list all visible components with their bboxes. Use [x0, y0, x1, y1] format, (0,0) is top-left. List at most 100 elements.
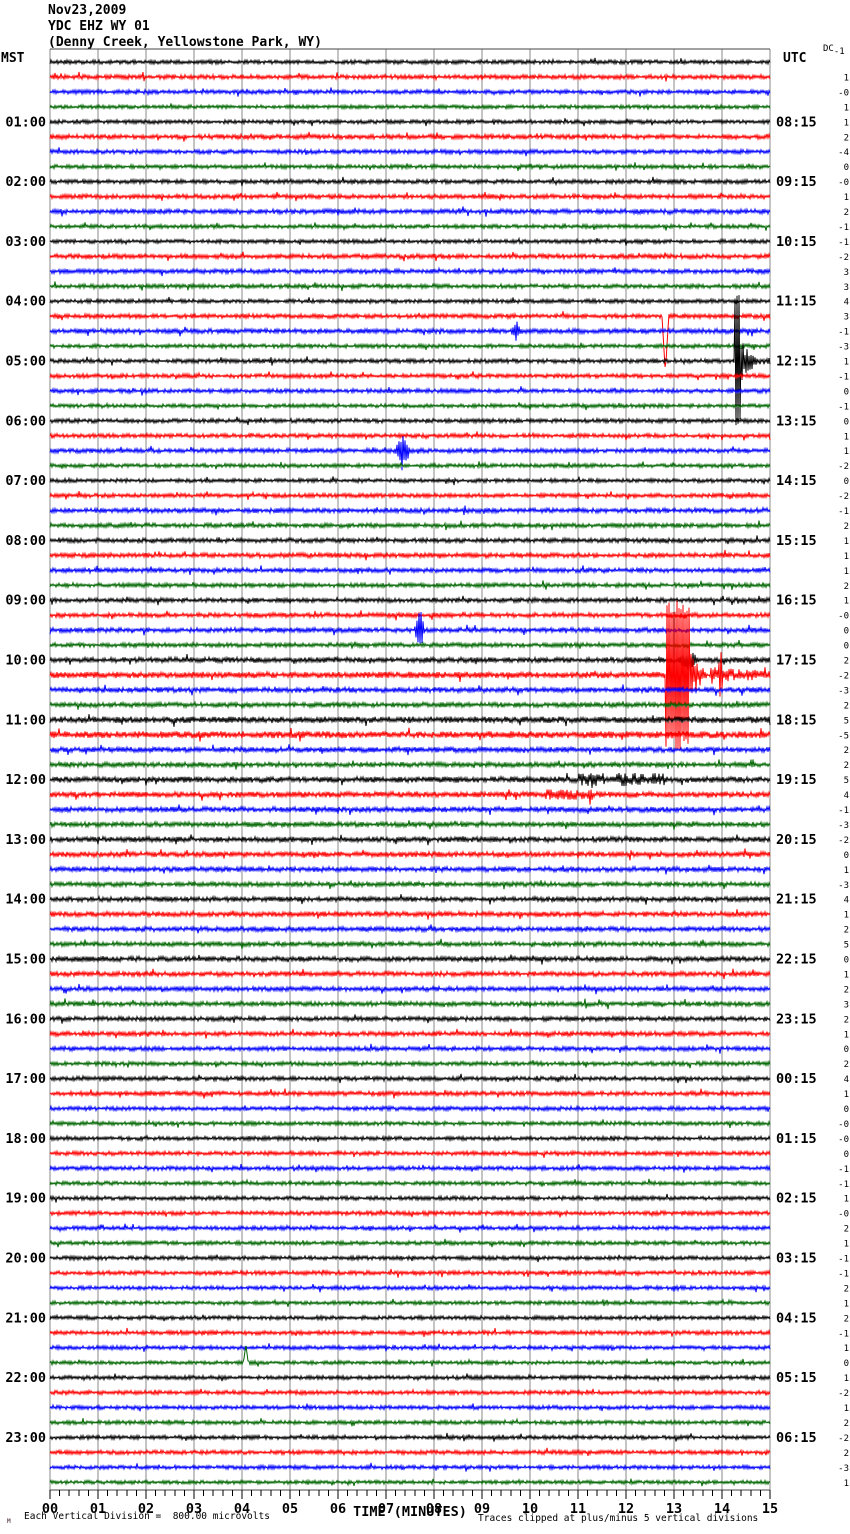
dc-offset-value: 4	[844, 1075, 849, 1085]
dc-offset-value: -2	[838, 253, 849, 263]
trace-line	[49, 804, 771, 816]
dc-offset-value: 1	[844, 358, 849, 368]
trace-line	[49, 311, 771, 368]
mst-hour-label: 19:00	[5, 1191, 46, 1207]
mst-hour-label: 03:00	[5, 234, 46, 250]
dc-offset-value: 1	[844, 1030, 849, 1040]
dc-offset-value: -0	[838, 1120, 849, 1130]
trace-line	[49, 1178, 771, 1188]
mst-hour-label: 10:00	[5, 653, 46, 669]
trace-line	[49, 535, 771, 545]
dc-offset-value: -1	[838, 238, 849, 248]
trace-line	[49, 71, 771, 82]
trace-line	[49, 1447, 771, 1457]
dc-offset-value: 0	[844, 1359, 849, 1369]
trace-line	[49, 611, 771, 644]
trace-line	[49, 1028, 771, 1039]
trace-line	[49, 266, 771, 277]
dc-offset-value: 3	[844, 283, 849, 293]
dc-offset-value: 2	[844, 1314, 849, 1324]
dc-offset-value: 2	[844, 1015, 849, 1025]
dc-offset-value: -1	[838, 507, 849, 517]
trace-line	[49, 640, 771, 650]
trace-line	[49, 295, 771, 426]
dc-offset-value: 5	[844, 776, 849, 786]
x-axis-title: TIME (MINUTES)	[353, 1504, 467, 1520]
station-title: YDC EHZ WY 01	[48, 19, 150, 34]
dc-offset-value: 1	[844, 1404, 849, 1414]
dc-offset-value: 0	[844, 1150, 849, 1160]
dc-offset-value: -1	[838, 1180, 849, 1190]
dc-offset-value: 3	[844, 313, 849, 323]
dc-offset-value: -1	[838, 1165, 849, 1175]
trace-line	[49, 1118, 771, 1128]
mst-hour-label: 05:00	[5, 354, 46, 370]
trace-line	[49, 894, 771, 905]
trace-line	[49, 147, 771, 157]
dc-offset-value: -2	[838, 671, 849, 681]
trace-line	[49, 652, 771, 670]
dc-offset-value: 2	[844, 1225, 849, 1235]
trace-line	[49, 820, 771, 830]
trace-line	[49, 565, 771, 575]
trace-line	[49, 401, 771, 411]
trace-line	[49, 1238, 771, 1248]
trace-line	[49, 610, 771, 621]
trace-line	[49, 87, 771, 97]
utc-hour-label: 00:15	[776, 1071, 817, 1087]
trace-line	[49, 879, 771, 890]
mst-hour-label: 01:00	[5, 114, 46, 130]
x-tick-label: 09	[474, 1501, 490, 1517]
dc-offset-value: 1	[844, 911, 849, 921]
dc-offset-value: 4	[844, 298, 849, 308]
mst-hour-label: 21:00	[5, 1310, 46, 1326]
trace-line	[49, 131, 771, 142]
dc-offset-value: 4	[844, 791, 849, 801]
trace-line	[49, 1373, 771, 1383]
trace-line	[49, 416, 771, 426]
trace-line	[49, 744, 771, 756]
trace-line	[49, 983, 771, 995]
trace-line	[49, 1149, 771, 1158]
dc-offset-value: 0	[844, 387, 849, 397]
utc-hour-label: 16:15	[776, 593, 817, 609]
x-tick-label: 06	[330, 1501, 346, 1517]
dc-offset-value: 1	[844, 447, 849, 457]
dc-offset-value: 2	[844, 761, 849, 771]
dc-offset-value: 2	[844, 657, 849, 667]
mst-hour-label: 13:00	[5, 832, 46, 848]
trace-line	[49, 549, 771, 561]
x-tick-label: 03	[186, 1501, 202, 1517]
dc-offset-value: -2	[838, 836, 849, 846]
mst-hour-label: 02:00	[5, 174, 46, 190]
trace-line	[49, 1209, 771, 1218]
dc-label: DC	[823, 44, 834, 54]
dc-offset-value: 2	[844, 1284, 849, 1294]
trace-line	[49, 954, 771, 965]
dc-offset-value: 2	[844, 926, 849, 936]
x-tick-label: 12	[618, 1501, 634, 1517]
utc-hour-label: 19:15	[776, 772, 817, 788]
dc-offset-value: -1	[838, 328, 849, 338]
dc-offset-value: -3	[838, 821, 849, 831]
mst-hour-label: 20:00	[5, 1251, 46, 1267]
mst-hour-label: 09:00	[5, 593, 46, 609]
dc-offset-value: 1	[844, 567, 849, 577]
x-tick-label: 07	[378, 1501, 394, 1517]
dc-offset-value: 0	[844, 1105, 849, 1115]
dc-offset-value: 0	[844, 163, 849, 173]
trace-line	[49, 1432, 771, 1442]
trace-line	[49, 1343, 771, 1352]
trace-line	[49, 968, 771, 980]
dc-offset-value: 2	[844, 985, 849, 995]
dc-offset-value: 2	[844, 133, 849, 143]
clip-note: Traces clipped at plus/minus 5 vertical …	[478, 1513, 759, 1524]
dc-offset-value: 3	[844, 1000, 849, 1010]
dc-offset-value: 1	[844, 73, 849, 83]
trace-line	[49, 1164, 771, 1173]
date-title: Nov23,2009	[48, 3, 127, 18]
trace-line	[49, 321, 771, 341]
dc-offset-value: 2	[844, 582, 849, 592]
mst-hour-label: 22:00	[5, 1370, 46, 1386]
